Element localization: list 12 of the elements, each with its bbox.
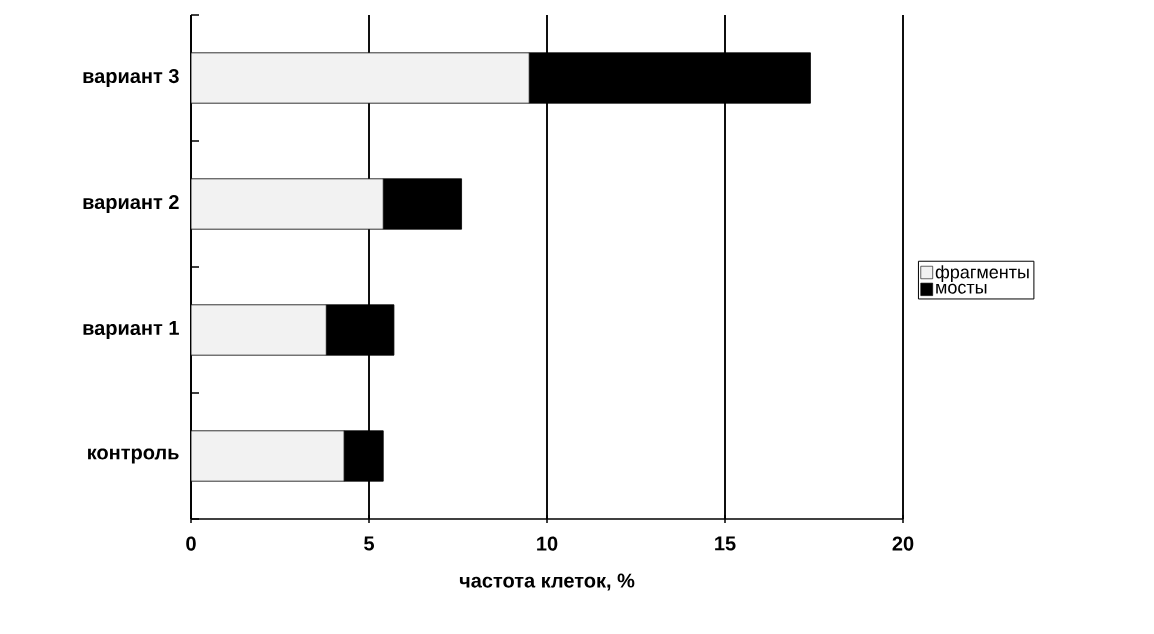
legend-label: мосты [936,283,987,294]
x-tick-label: 20 [892,536,914,551]
x-tick-label: 5 [364,536,375,551]
x-tick-label: 15 [715,536,736,551]
y-tick-label: вариант 2 [83,194,179,214]
y-tick-label: вариант 1 [83,321,179,339]
legend-label: фрагменты [935,265,1029,283]
x-axis-title: частота клеток, % [459,573,635,591]
x-tick-label: 10 [537,536,558,551]
y-tick-label: контроль [88,448,179,464]
y-tick-label: вариант 3 [83,68,179,88]
x-tick-label: 0 [186,536,196,551]
